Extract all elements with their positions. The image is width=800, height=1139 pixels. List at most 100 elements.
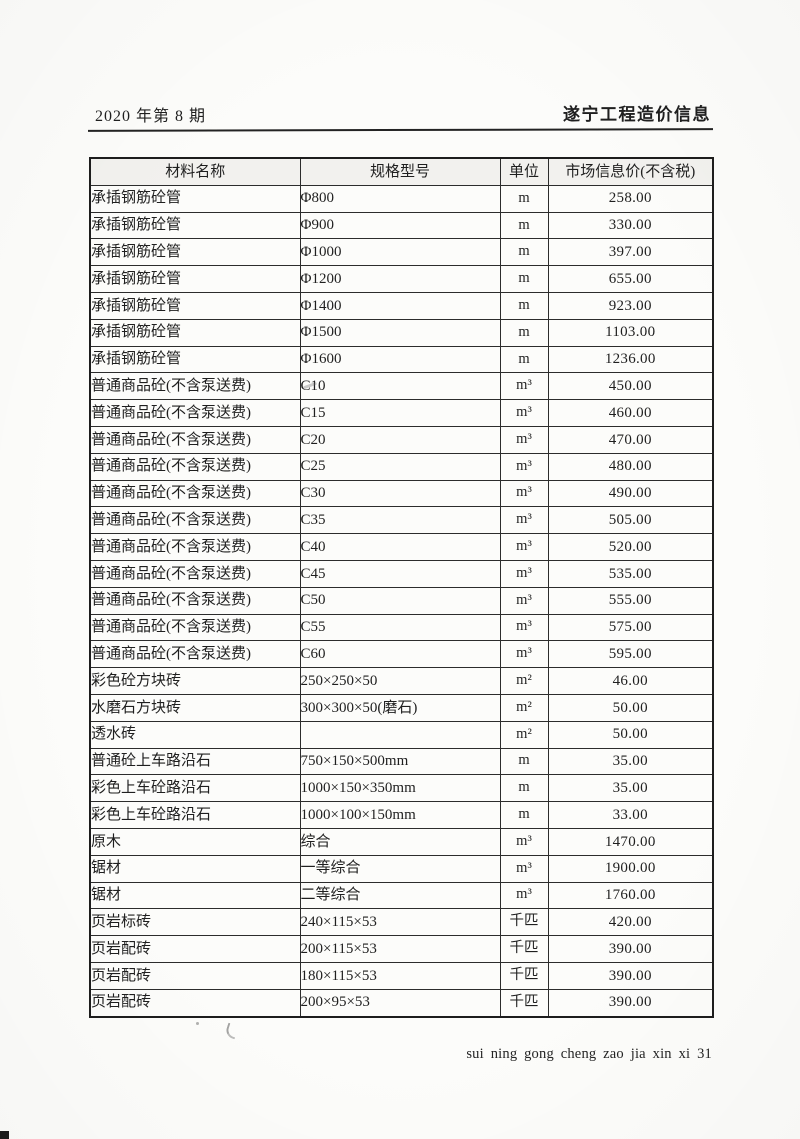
spec-cell: Φ800 [299, 184, 501, 213]
material-name-cell: 普通商品砼(不含泵送费) [89, 613, 301, 642]
spec-cell: Φ1200 [299, 265, 501, 293]
unit-cell: m [499, 774, 549, 803]
price-cell: 50.00 [547, 693, 714, 722]
spec-cell: C55 [299, 613, 501, 642]
table-row: 普通商品砼(不含泵送费) C10 m³ 450.00 [89, 372, 714, 401]
spec-cell: 一等综合 [299, 854, 501, 883]
table-row: 普通商品砼(不含泵送费) C25 m³ 480.00 [89, 452, 714, 481]
spec-cell: Φ900 [299, 211, 501, 240]
material-name-cell: 普通商品砼(不含泵送费) [89, 640, 301, 669]
table-row: 承插钢筋砼管 Φ800 m 258.00 [89, 184, 714, 213]
material-name-cell: 页岩配砖 [89, 961, 301, 990]
table-row: 彩色上车砼路沿石 1000×100×150mm m 33.00 [89, 801, 714, 829]
table-row: 普通商品砼(不含泵送费) C20 m³ 470.00 [89, 425, 714, 454]
table-row: 普通商品砼(不含泵送费) C55 m³ 575.00 [89, 613, 714, 642]
spec-cell: 200×115×53 [299, 935, 501, 963]
table-row: 普通商品砼(不含泵送费) C15 m³ 460.00 [89, 399, 714, 427]
spec-cell: 180×115×53 [299, 961, 501, 990]
price-cell: 470.00 [547, 425, 714, 454]
spec-cell: 200×95×53 [299, 988, 501, 1018]
spec-cell: 300×300×50(磨石) [299, 693, 501, 722]
price-cell: 450.00 [547, 372, 714, 401]
price-cell: 1103.00 [547, 318, 714, 347]
material-name-cell: 彩色上车砼路沿石 [89, 801, 301, 829]
spec-cell: C50 [299, 586, 501, 615]
material-name-cell: 彩色砼方块砖 [89, 667, 301, 695]
material-name-cell: 页岩标砖 [89, 908, 301, 937]
spec-cell: C35 [299, 506, 501, 535]
material-name-cell: 承插钢筋砼管 [89, 291, 301, 320]
price-cell: 460.00 [547, 399, 714, 427]
table-row: 普通商品砼(不含泵送费) C60 m³ 595.00 [89, 640, 714, 669]
price-cell: 1900.00 [547, 854, 714, 883]
unit-cell: m³ [499, 586, 549, 615]
material-name-cell: 普通商品砼(不含泵送费) [89, 506, 301, 535]
table-row: 承插钢筋砼管 Φ1200 m 655.00 [89, 265, 714, 293]
material-name-cell: 承插钢筋砼管 [89, 345, 301, 374]
table-row: 页岩配砖 200×95×53 千匹 390.00 [89, 988, 714, 1018]
unit-cell: m³ [499, 854, 549, 883]
unit-cell: m [499, 184, 549, 213]
unit-cell: m³ [499, 372, 549, 401]
material-name-cell: 彩色上车砼路沿石 [89, 774, 301, 803]
table-row: 锯材 二等综合 m³ 1760.00 [89, 881, 714, 910]
material-name-cell: 承插钢筋砼管 [89, 265, 301, 293]
price-cell: 35.00 [547, 774, 714, 803]
unit-cell: m [499, 238, 549, 267]
table-row: 承插钢筋砼管 Φ900 m 330.00 [89, 211, 714, 240]
unit-cell: m³ [499, 399, 549, 427]
spec-cell: Φ1000 [299, 238, 501, 267]
scan-artifact-corner [0, 1131, 9, 1139]
price-cell: 520.00 [547, 533, 714, 561]
unit-cell: m [499, 211, 549, 240]
table-row: 原木 综合 m³ 1470.00 [89, 827, 714, 856]
unit-cell: m³ [499, 559, 549, 588]
price-cell: 595.00 [547, 640, 714, 669]
table-row: 页岩配砖 180×115×53 千匹 390.00 [89, 961, 714, 990]
column-header-material-name: 材料名称 [89, 157, 301, 186]
price-cell: 390.00 [547, 961, 714, 990]
unit-cell: m² [499, 720, 549, 749]
table-row: 承插钢筋砼管 Φ1400 m 923.00 [89, 291, 714, 320]
material-name-cell: 透水砖 [89, 720, 301, 749]
column-header-unit: 单位 [499, 157, 549, 186]
table-row: 普通商品砼(不含泵送费) C50 m³ 555.00 [89, 586, 714, 615]
spec-cell: 二等综合 [299, 881, 501, 910]
material-name-cell: 页岩配砖 [89, 988, 301, 1018]
unit-cell: m² [499, 667, 549, 695]
unit-cell: m³ [499, 425, 549, 454]
table-row: 承插钢筋砼管 Φ1500 m 1103.00 [89, 318, 714, 347]
material-name-cell: 承插钢筋砼管 [89, 184, 301, 213]
price-cell: 46.00 [547, 667, 714, 695]
price-cell: 390.00 [547, 988, 714, 1018]
material-name-cell: 承插钢筋砼管 [89, 318, 301, 347]
price-cell: 258.00 [547, 184, 714, 213]
table-row: 承插钢筋砼管 Φ1600 m 1236.00 [89, 345, 714, 374]
spec-cell: C20 [299, 425, 501, 454]
unit-cell: m³ [499, 613, 549, 642]
price-cell: 575.00 [547, 613, 714, 642]
price-cell: 655.00 [547, 265, 714, 293]
material-name-cell: 原木 [89, 827, 301, 856]
price-cell: 1236.00 [547, 345, 714, 374]
table-row: 普通商品砼(不含泵送费) C30 m³ 490.00 [89, 479, 714, 508]
scan-artifact-dot [196, 1022, 199, 1025]
table-row: 普通商品砼(不含泵送费) C45 m³ 535.00 [89, 559, 714, 588]
spec-cell: C15 [299, 399, 501, 427]
spec-cell: C40 [299, 533, 501, 561]
table-row: 彩色上车砼路沿石 1000×150×350mm m 35.00 [89, 774, 714, 803]
price-cell: 33.00 [547, 801, 714, 829]
price-cell: 505.00 [547, 506, 714, 535]
material-name-cell: 承插钢筋砼管 [89, 211, 301, 240]
unit-cell: m [499, 747, 549, 776]
table-row: 普通商品砼(不含泵送费) C40 m³ 520.00 [89, 533, 714, 561]
price-cell: 555.00 [547, 586, 714, 615]
table-row: 页岩配砖 200×115×53 千匹 390.00 [89, 935, 714, 963]
unit-cell: 千匹 [499, 961, 549, 990]
spec-cell: C25 [299, 452, 501, 481]
page-footer-pinyin: sui ning gong cheng zao jia xin xi 31 [466, 1046, 712, 1062]
price-table-body: 承插钢筋砼管 Φ800 m 258.00 承插钢筋砼管 Φ900 m 330.00 承插钢筋砼管… [89, 184, 714, 1018]
publication-title: 遂宁工程造价信息 [563, 105, 711, 124]
price-table: 材料名称 规格型号 单位 市场信息价(不含税) 承插钢筋砼管 Φ800 m 258.0… [89, 157, 714, 1018]
